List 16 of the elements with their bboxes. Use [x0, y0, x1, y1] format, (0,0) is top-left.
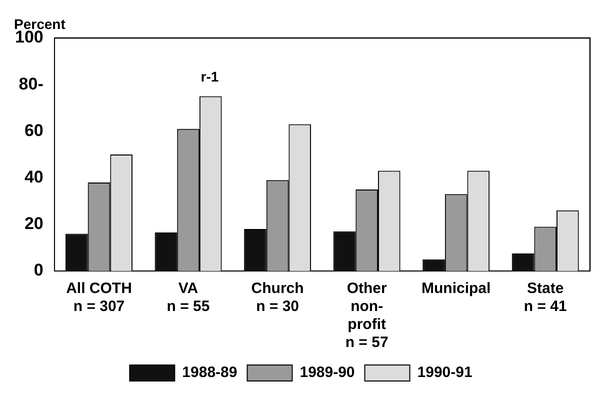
y-tick-label: 0 — [34, 260, 44, 280]
x-tick-label: VA n = 55 — [166, 280, 210, 316]
y-axis-title: Percent — [14, 16, 66, 32]
x-tick-label: Church n = 30 — [251, 280, 304, 316]
y-tick-label: 20 — [24, 214, 44, 234]
x-tick-label: All COTH n = 307 — [66, 280, 132, 316]
legend-label: 1990-91 — [417, 364, 472, 382]
x-tick-label: State n = 41 — [524, 280, 567, 316]
annotation: r-1 — [200, 68, 219, 84]
legend-label: 1989-90 — [300, 364, 355, 382]
legend-label: 1988-89 — [182, 364, 238, 382]
y-tick-label: 60 — [24, 120, 44, 140]
x-tick-label: Other non- profit n = 57 — [345, 280, 388, 352]
y-tick-label: 80- — [18, 74, 44, 94]
y-tick-label: 40 — [24, 167, 44, 186]
x-tick-label: Municipal — [422, 280, 491, 298]
